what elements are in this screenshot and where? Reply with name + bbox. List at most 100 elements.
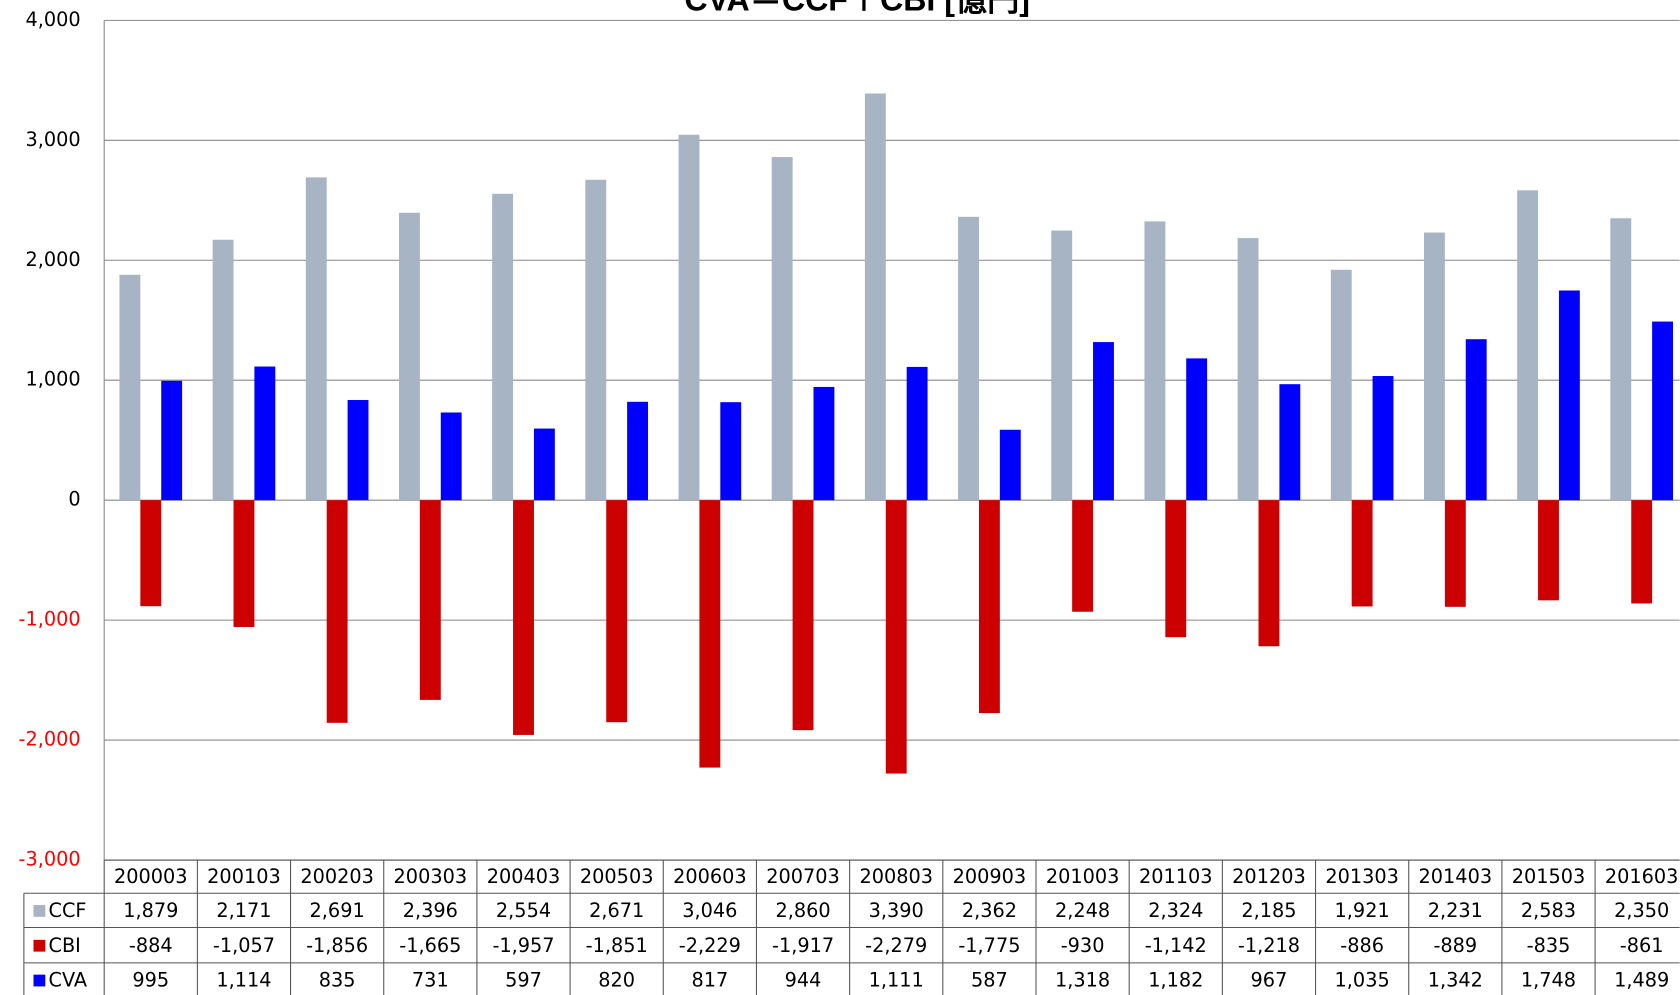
chart-title: CVA＝CCF＋CBI [億円] [684, 0, 1030, 18]
table-value: -1,851 [586, 934, 648, 957]
bar [1444, 500, 1466, 607]
table-value: 995 [132, 969, 169, 992]
bar [1237, 238, 1259, 501]
bar [958, 216, 979, 501]
table-value: 1,342 [1428, 969, 1483, 992]
bar [1610, 218, 1632, 501]
x-tick-label: 201503 [1512, 865, 1586, 888]
bar [440, 412, 462, 501]
table-value: -1,057 [213, 934, 275, 957]
bar [398, 212, 420, 501]
table-value: 1,035 [1335, 969, 1390, 992]
bar [978, 500, 1000, 714]
bar [1165, 500, 1187, 638]
bar [699, 500, 721, 768]
y-tick-label: -3,000 [19, 848, 81, 871]
table-value: 820 [598, 969, 635, 992]
x-tick-label: 200303 [394, 865, 468, 888]
table-value: 2,350 [1614, 899, 1669, 922]
legend-swatch [33, 974, 46, 987]
bar [999, 429, 1021, 501]
table-value: 2,691 [310, 899, 365, 922]
table-value: 1,921 [1335, 899, 1390, 922]
table-value: 2,860 [775, 899, 830, 922]
bar [419, 500, 441, 700]
x-tick-label: 200903 [953, 865, 1027, 888]
bar [254, 366, 276, 501]
table-value: 1,114 [216, 969, 271, 992]
y-tick-label: 0 [68, 488, 80, 511]
table-value: 2,324 [1148, 899, 1203, 922]
bar [1051, 230, 1073, 501]
table-value: 1,879 [123, 899, 178, 922]
x-tick-label: 201603 [1605, 865, 1679, 888]
bar [864, 93, 886, 501]
bar [1351, 500, 1373, 607]
table-value: -861 [1620, 934, 1664, 957]
x-tick-label: 200503 [580, 865, 654, 888]
table-value: -1,665 [399, 934, 461, 957]
y-tick-label: 3,000 [25, 128, 80, 151]
table-value: -1,142 [1145, 934, 1207, 957]
x-tick-label: 201103 [1139, 865, 1213, 888]
table-value: 967 [1251, 969, 1288, 992]
bar [906, 366, 928, 501]
x-tick-label: 200103 [207, 865, 281, 888]
bar [627, 401, 649, 501]
x-tick-label: 200003 [114, 865, 188, 888]
table-value: 2,671 [589, 899, 644, 922]
bar [720, 402, 742, 501]
table-value: -1,775 [958, 934, 1020, 957]
table-value: 2,583 [1521, 899, 1576, 922]
table-value: 2,554 [496, 899, 551, 922]
bar [792, 500, 814, 731]
table-value: -1,856 [306, 934, 368, 957]
bar [1144, 221, 1166, 501]
bar [347, 400, 369, 501]
table-value: -2,279 [865, 934, 927, 957]
bar [1423, 232, 1445, 501]
legend-label: CBI [48, 934, 80, 957]
legend-label: CVA [48, 969, 87, 992]
bar [1652, 321, 1674, 501]
bar [140, 500, 162, 607]
bar [1258, 500, 1280, 647]
bar [885, 500, 907, 774]
bar [233, 500, 255, 627]
table-value: 731 [412, 969, 449, 992]
table-value: -1,917 [772, 934, 834, 957]
bar [606, 500, 628, 723]
bar [305, 177, 327, 501]
table-value: 944 [785, 969, 822, 992]
y-tick-label: 4,000 [25, 8, 80, 31]
bar [1279, 384, 1301, 501]
table-value: 817 [691, 969, 728, 992]
bar [1330, 269, 1352, 501]
table-value: 3,390 [869, 899, 924, 922]
y-tick-label: 1,000 [25, 368, 80, 391]
table-value: 2,185 [1241, 899, 1296, 922]
table-value: 835 [319, 969, 356, 992]
bar [1631, 500, 1653, 604]
table-value: 597 [505, 969, 542, 992]
bar [161, 380, 183, 501]
bar [1372, 376, 1394, 501]
table-value: -1,957 [492, 934, 554, 957]
bar [513, 500, 534, 735]
table-value: -889 [1433, 934, 1477, 957]
table-value: 1,182 [1148, 969, 1203, 992]
table-value: 3,046 [682, 899, 737, 922]
table-value: -886 [1340, 934, 1384, 957]
table-value: -1,218 [1238, 934, 1300, 957]
y-tick-label: 2,000 [25, 248, 80, 271]
legend-swatch [33, 905, 46, 917]
table-value: 1,318 [1055, 969, 1110, 992]
bar [1517, 190, 1539, 501]
table-value: -835 [1527, 934, 1571, 957]
y-tick-label: -2,000 [19, 728, 81, 751]
table-value: 2,248 [1055, 899, 1110, 922]
x-tick-label: 200703 [766, 865, 840, 888]
bar [1465, 339, 1487, 501]
x-tick-label: 201303 [1325, 865, 1399, 888]
